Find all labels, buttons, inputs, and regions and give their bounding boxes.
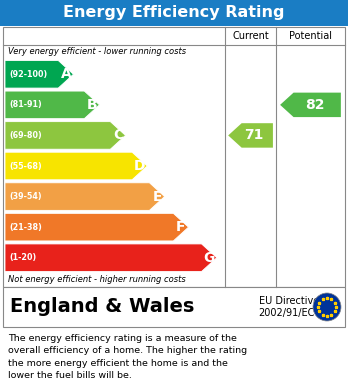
Text: The energy efficiency rating is a measure of the
overall efficiency of a home. T: The energy efficiency rating is a measur… [8,334,247,380]
Circle shape [313,293,341,321]
Polygon shape [5,91,100,118]
Text: A: A [61,67,71,81]
Text: Current: Current [232,31,269,41]
Text: Potential: Potential [289,31,332,41]
Bar [3,287,345,327]
Text: (81-91): (81-91) [9,100,42,109]
Text: Energy Efficiency Rating: Energy Efficiency Rating [63,5,285,20]
Text: (1-20): (1-20) [9,253,36,262]
Text: (55-68): (55-68) [9,161,42,170]
Text: 71: 71 [244,128,264,142]
Polygon shape [228,123,273,148]
Text: F: F [176,220,186,234]
Polygon shape [5,244,217,271]
Text: Very energy efficient - lower running costs: Very energy efficient - lower running co… [8,47,186,57]
Text: EU Directive
2002/91/EC: EU Directive 2002/91/EC [259,296,319,318]
Text: C: C [113,128,123,142]
Text: (21-38): (21-38) [9,222,42,231]
Polygon shape [5,183,165,210]
Text: Not energy efficient - higher running costs: Not energy efficient - higher running co… [8,276,186,285]
Text: D: D [134,159,145,173]
Text: (92-100): (92-100) [9,70,47,79]
Text: B: B [87,98,97,112]
Polygon shape [280,93,341,117]
Text: G: G [204,251,215,265]
Text: 82: 82 [306,98,325,112]
Bar [0,0,348,26]
Polygon shape [5,213,189,241]
Polygon shape [5,152,147,180]
Text: E: E [152,190,162,204]
Text: England & Wales: England & Wales [10,298,195,316]
Bar [3,27,345,287]
Polygon shape [5,122,126,149]
Text: (39-54): (39-54) [9,192,42,201]
Text: (69-80): (69-80) [9,131,42,140]
Polygon shape [5,61,73,88]
